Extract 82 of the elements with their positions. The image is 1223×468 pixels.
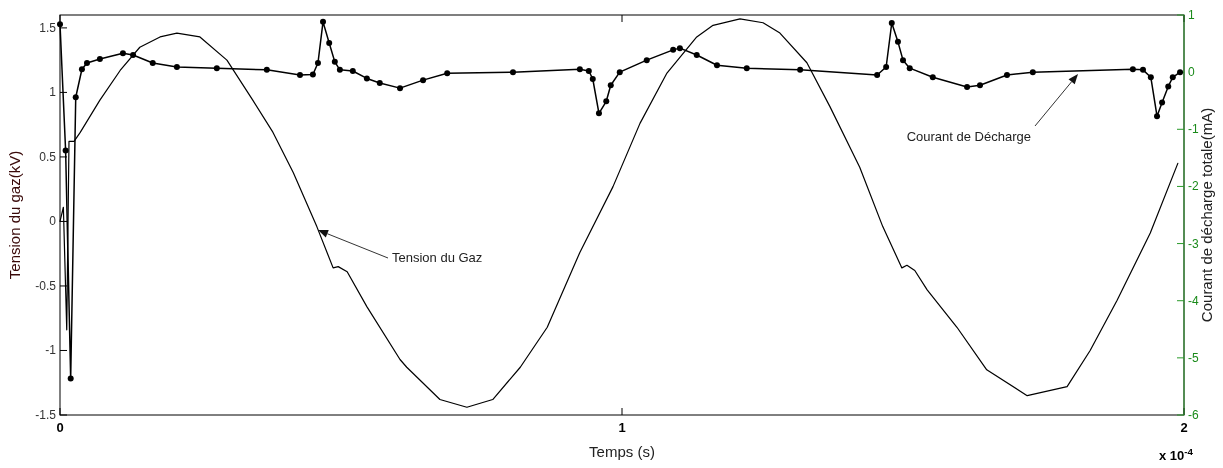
y-tick-label: -0.5 xyxy=(35,278,57,293)
point xyxy=(57,21,63,28)
point xyxy=(363,75,370,82)
point xyxy=(314,60,321,66)
point xyxy=(376,80,383,86)
y2-tick-label: -6 xyxy=(1188,408,1199,422)
point xyxy=(603,98,610,105)
point xyxy=(670,46,677,53)
point xyxy=(119,50,126,57)
point xyxy=(1029,69,1036,76)
y-tick-label: 1.5 xyxy=(39,20,57,35)
point xyxy=(213,65,220,72)
point xyxy=(713,62,720,69)
point xyxy=(797,66,804,73)
point xyxy=(1139,66,1146,73)
y2-tick-label: -3 xyxy=(1188,236,1199,251)
point xyxy=(96,56,103,62)
text: x 10$^{-4}$ xyxy=(1159,445,1194,463)
y-tick-label: 0.5 xyxy=(39,149,57,164)
y2-tick-label: -1 xyxy=(1188,122,1199,137)
y2-tick-label: 0 xyxy=(1188,65,1195,80)
point xyxy=(331,58,338,65)
point xyxy=(964,84,971,90)
point xyxy=(894,38,901,45)
point xyxy=(1165,83,1172,90)
point xyxy=(1147,74,1154,81)
point xyxy=(906,65,913,72)
point xyxy=(320,18,327,25)
point xyxy=(743,65,750,72)
point xyxy=(509,69,516,76)
y-tick-label: 1 xyxy=(49,85,57,100)
x-tick-label: 1 xyxy=(618,420,626,435)
point xyxy=(130,52,137,58)
y-axis-title: Tension du gaz(kV) xyxy=(6,150,23,280)
point xyxy=(1169,74,1176,81)
y2-tick-label: 1 xyxy=(1188,8,1195,22)
point xyxy=(1154,113,1161,120)
point xyxy=(296,72,303,78)
point xyxy=(589,76,596,82)
point xyxy=(336,66,343,73)
point xyxy=(62,147,69,154)
point xyxy=(888,20,895,26)
point xyxy=(595,110,602,117)
point xyxy=(326,40,333,46)
point xyxy=(72,94,79,101)
point xyxy=(929,74,936,81)
y2-tick-label: -4 xyxy=(1188,293,1199,308)
point xyxy=(576,66,583,73)
y2-tick-label: -2 xyxy=(1188,179,1199,194)
point xyxy=(78,66,85,73)
point xyxy=(607,82,614,89)
point xyxy=(1003,72,1010,78)
x-axis-title: Temps (s) xyxy=(589,443,655,460)
y-tick-label: -1 xyxy=(45,343,57,358)
point xyxy=(585,68,592,74)
y2-tick-label: -5 xyxy=(1188,350,1199,365)
point xyxy=(444,70,451,77)
point xyxy=(263,66,270,73)
point xyxy=(173,64,180,70)
point xyxy=(420,77,427,84)
annotation: Tension du Gaz xyxy=(392,250,483,265)
y2-axis-title: Courant de décharge totale(mA) xyxy=(1198,107,1215,323)
point xyxy=(874,72,881,78)
point xyxy=(676,45,683,52)
point xyxy=(616,69,623,76)
y-tick-label: -1.5 xyxy=(35,408,57,422)
y-tick-label: 0 xyxy=(49,214,57,229)
point xyxy=(883,64,890,70)
point xyxy=(976,82,983,89)
point xyxy=(397,85,404,92)
point xyxy=(83,60,90,66)
point xyxy=(643,57,650,64)
point xyxy=(309,71,316,78)
point xyxy=(349,68,356,74)
point xyxy=(1129,66,1136,73)
point xyxy=(149,60,156,66)
point xyxy=(693,52,700,58)
annotation: Courant de Décharge xyxy=(906,129,1031,144)
point xyxy=(1159,99,1166,106)
point xyxy=(67,375,74,382)
point xyxy=(900,57,906,64)
x-tick-label: 2 xyxy=(1180,420,1188,435)
